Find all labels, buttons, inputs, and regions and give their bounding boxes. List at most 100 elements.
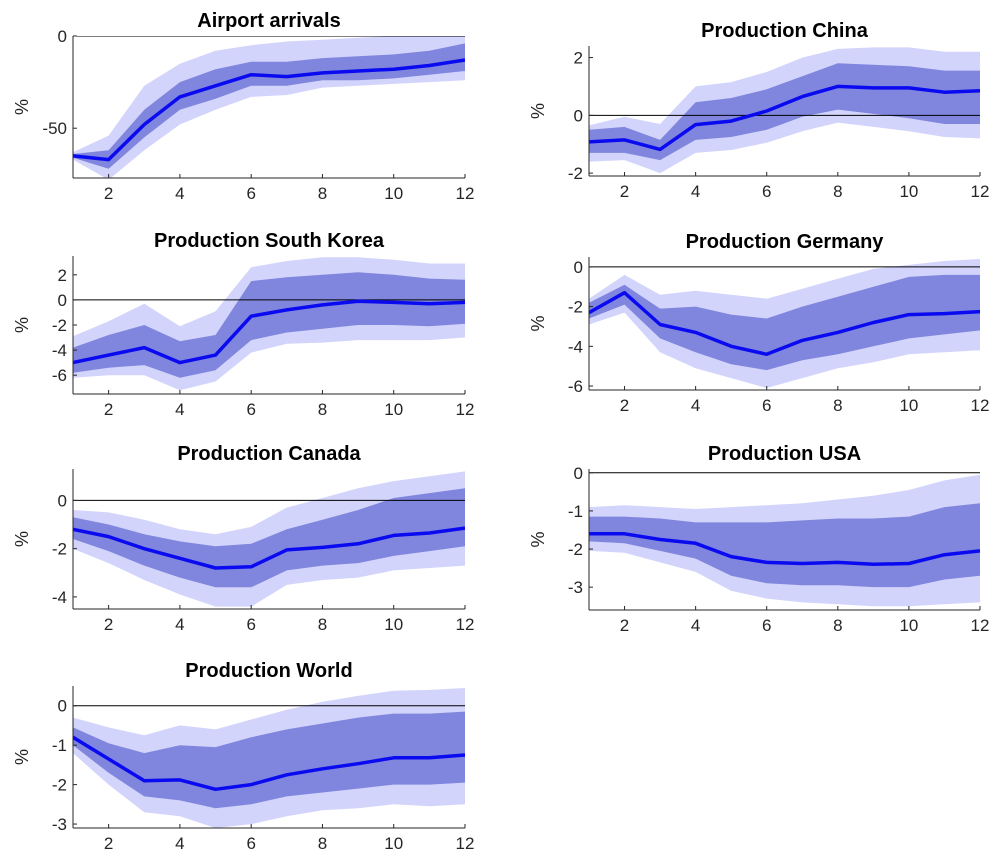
y-tick-label: 0 <box>58 697 67 716</box>
y-axis-label: % <box>12 531 32 547</box>
subplot-production-china: 2 4 6 8 10 12 2 0 -2 Production China% <box>528 20 989 201</box>
x-tick-label: 4 <box>175 400 184 419</box>
x-tick-label: 2 <box>620 182 629 201</box>
y-axis-label: % <box>528 103 548 119</box>
x-tick-label: 4 <box>175 834 184 853</box>
x-tick-label: 6 <box>246 400 255 419</box>
y-tick-label: -3 <box>52 815 67 834</box>
subplot-production-germany: 2 4 6 8 10 12 0 -2 -4 -6 Production Germany% <box>528 231 989 415</box>
subplot-title: Airport arrivals <box>197 10 340 32</box>
x-tick-label: 4 <box>175 615 184 634</box>
plot-area <box>73 688 465 828</box>
inner-confidence-band <box>589 503 980 588</box>
x-tick-label: 2 <box>104 400 113 419</box>
x-tick-label: 4 <box>691 396 700 415</box>
y-tick-label: -2 <box>568 298 583 317</box>
y-axis-label: % <box>528 531 548 547</box>
x-tick-label: 6 <box>762 616 771 635</box>
median-response-line <box>589 290 980 357</box>
x-tick-label: 8 <box>833 182 842 201</box>
plot-area <box>73 471 465 607</box>
x-tick-label: 10 <box>384 184 403 203</box>
x-tick-label: 12 <box>456 615 475 634</box>
plot-area <box>73 36 465 178</box>
y-axis-label: % <box>12 749 32 765</box>
x-tick-label: 10 <box>899 616 918 635</box>
x-tick-label: 8 <box>318 400 327 419</box>
x-tick-label: 8 <box>318 615 327 634</box>
x-tick-label: 2 <box>104 834 113 853</box>
x-tick-label: 12 <box>456 400 475 419</box>
subplot-title: Production Canada <box>177 443 361 465</box>
subplot-production-south-korea: 2 4 6 8 10 12 2 0 -2 -4 -6 Production South Korea% <box>12 230 474 419</box>
subplot-title: Production USA <box>708 443 861 465</box>
y-axis-label: % <box>12 99 32 115</box>
y-tick-label: -6 <box>52 366 67 385</box>
y-tick-label: -3 <box>568 578 583 597</box>
y-tick-label: -6 <box>568 377 583 396</box>
x-tick-label: 10 <box>899 396 918 415</box>
subplot-airport-arrivals: 2 4 6 8 10 12 0 -50 Airport arrivals% <box>12 10 474 203</box>
y-tick-label: 0 <box>574 464 583 483</box>
x-tick-label: 12 <box>971 182 990 201</box>
y-tick-label: -4 <box>52 341 67 360</box>
x-tick-label: 10 <box>384 400 403 419</box>
y-tick-label: 0 <box>58 291 67 310</box>
y-tick-label: -2 <box>52 776 67 795</box>
median-response-line <box>589 532 980 567</box>
x-tick-label: 12 <box>971 396 990 415</box>
y-tick-label: 0 <box>58 27 67 46</box>
inner-confidence-band <box>73 488 465 588</box>
y-tick-label: -2 <box>52 540 67 559</box>
x-tick-label: 2 <box>620 616 629 635</box>
plot-area <box>589 259 980 388</box>
x-tick-label: 10 <box>899 182 918 201</box>
y-axis-label: % <box>528 315 548 331</box>
subplot-title: Production World <box>185 660 352 682</box>
y-tick-label: -2 <box>568 164 583 183</box>
subplot-production-canada: 2 4 6 8 10 12 0 -2 -4 Production Canada% <box>12 443 474 634</box>
y-tick-label: -4 <box>568 337 583 356</box>
x-tick-label: 2 <box>104 184 113 203</box>
plot-area <box>589 472 980 607</box>
x-tick-label: 12 <box>456 184 475 203</box>
y-tick-label: -2 <box>52 316 67 335</box>
x-tick-label: 8 <box>833 396 842 415</box>
x-tick-label: 8 <box>318 184 327 203</box>
plot-area <box>589 47 980 174</box>
subplot-title: Production South Korea <box>154 230 385 252</box>
inner-confidence-band <box>73 711 465 809</box>
median-response-line <box>73 58 465 162</box>
x-tick-label: 10 <box>384 834 403 853</box>
subplot-title: Production Germany <box>686 231 885 253</box>
x-tick-label: 6 <box>246 615 255 634</box>
median-response-line <box>73 299 465 365</box>
y-tick-label: -4 <box>52 588 67 607</box>
x-tick-label: 6 <box>246 834 255 853</box>
y-tick-label: 2 <box>58 266 67 285</box>
x-tick-label: 4 <box>175 184 184 203</box>
x-tick-label: 6 <box>246 184 255 203</box>
x-tick-label: 8 <box>833 616 842 635</box>
y-tick-label: 0 <box>574 258 583 277</box>
x-tick-label: 2 <box>104 615 113 634</box>
x-tick-label: 4 <box>691 182 700 201</box>
y-axis-label: % <box>12 317 32 333</box>
subplot-production-usa: 2 4 6 8 10 12 0 -1 -2 -3 Production USA% <box>528 443 989 635</box>
plot-area <box>73 257 465 391</box>
y-tick-label: 0 <box>574 106 583 125</box>
inner-confidence-band <box>589 274 980 371</box>
inner-confidence-band <box>73 43 465 169</box>
subplot-title: Production China <box>701 20 869 42</box>
x-tick-label: 6 <box>762 182 771 201</box>
y-tick-label: -1 <box>52 736 67 755</box>
y-tick-label: 2 <box>574 49 583 68</box>
x-tick-label: 12 <box>456 834 475 853</box>
x-tick-label: 8 <box>318 834 327 853</box>
x-tick-label: 2 <box>620 396 629 415</box>
median-response-line <box>73 526 465 570</box>
subplot-production-world: 2 4 6 8 10 12 0 -1 -2 -3 Production World% <box>12 660 474 853</box>
y-tick-label: -50 <box>42 119 67 138</box>
x-tick-label: 4 <box>691 616 700 635</box>
